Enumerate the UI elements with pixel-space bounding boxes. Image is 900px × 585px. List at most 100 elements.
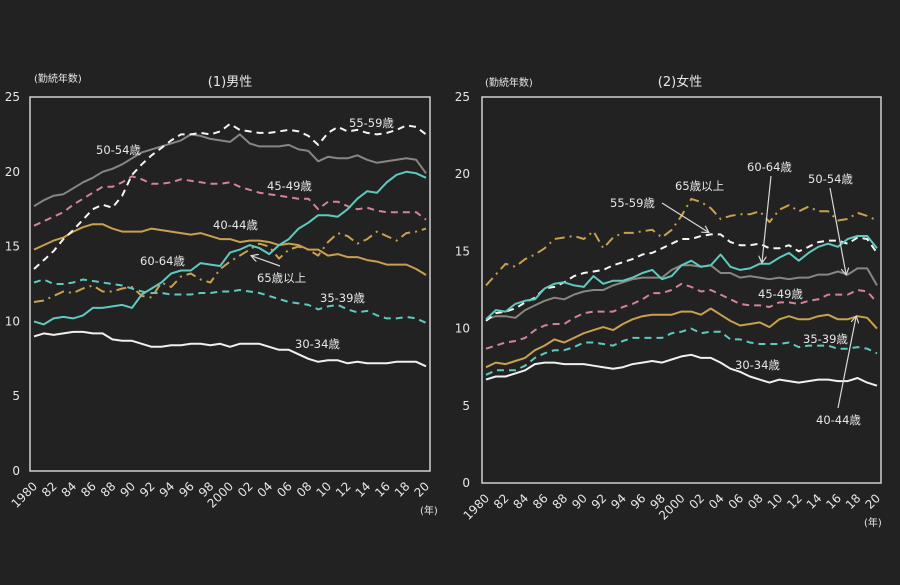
y-tick-label: 15	[5, 240, 20, 254]
x-tick-label: 06	[274, 479, 295, 500]
x-axis-label: (年)	[864, 516, 882, 529]
annotation-60-64: 60-64歳	[747, 160, 792, 174]
series-line-55-59歳	[33, 122, 427, 270]
x-tick-label: 08	[294, 479, 315, 500]
annotation-50-54: 50-54歳	[808, 172, 853, 186]
series-line-60-64歳	[33, 170, 427, 326]
annotation-30-34: 30-34歳	[295, 337, 340, 351]
x-tick-label: 04	[706, 491, 727, 512]
chart-title: (2)女性	[658, 74, 702, 90]
series-line-35-39歳	[485, 327, 878, 376]
x-tick-labels: 1980828486889092949698200002040608101214…	[9, 479, 432, 510]
annotation-arrow	[252, 256, 281, 267]
y-tick-label: 0	[462, 476, 470, 490]
x-tick-label: 90	[569, 491, 590, 512]
annotation-arrow	[829, 187, 846, 274]
series-line-35-39歳	[33, 278, 427, 324]
y-tick-labels: 0 5 10 15 20 25	[5, 90, 20, 478]
x-tick-label: 10	[313, 479, 334, 500]
x-tick-label: 20	[862, 491, 883, 512]
x-tick-label: 02	[686, 491, 707, 512]
y-tick-label: 5	[462, 399, 470, 413]
x-tick-label: 12	[784, 491, 805, 512]
y-tick-label: 15	[455, 244, 470, 258]
x-tick-label: 94	[157, 479, 178, 500]
annotation-arrow	[661, 202, 708, 232]
x-tick-label: 90	[117, 479, 138, 500]
annotation-55-59: 55-59歳	[610, 196, 655, 210]
x-tick-label: 84	[511, 491, 532, 512]
annotation-55-59: 55-59歳	[349, 116, 394, 130]
series-line-55-59歳	[485, 233, 878, 322]
panel-female: (2)女性 (勤続年数) (年) 0 5 10 15 20 25 198082848688…	[455, 74, 883, 529]
x-tick-label: 96	[628, 491, 649, 512]
x-tick-label: 16	[372, 479, 393, 500]
x-tick-labels: 1980828486889092949698200002040608101214…	[461, 491, 883, 522]
annotation-40-44: 40-44歳	[213, 218, 258, 232]
series-line-40-44歳	[33, 223, 427, 276]
y-tick-labels: 0 5 10 15 20 25	[455, 90, 470, 490]
x-tick-label: 86	[530, 491, 551, 512]
x-tick-label: 96	[176, 479, 197, 500]
annotation-50-54: 50-54歳	[96, 143, 141, 157]
y-tick-label: 10	[5, 314, 20, 328]
chart-title: (1)男性	[208, 75, 252, 90]
y-tick-label: 0	[12, 464, 20, 478]
x-tick-label: 92	[589, 491, 610, 512]
x-tick-label: 92	[137, 479, 158, 500]
series-lines	[485, 197, 878, 387]
x-tick-label: 18	[392, 479, 413, 500]
series-line-30-34歳	[485, 353, 878, 387]
x-tick-label: 06	[726, 491, 747, 512]
annotation-35-39: 35-39歳	[320, 291, 365, 305]
series-line-45-49歳	[485, 282, 878, 350]
y-axis-label: (勤続年数)	[34, 72, 82, 85]
annotation-40-44: 40-44歳	[816, 413, 861, 427]
y-tick-label: 10	[455, 322, 470, 336]
x-tick-label: 02	[235, 479, 256, 500]
x-tick-label: 16	[823, 491, 844, 512]
x-tick-label: 86	[78, 479, 99, 500]
series-line-65歳以上	[33, 227, 427, 303]
y-axis-label: (勤続年数)	[485, 76, 533, 89]
x-tick-label: 20	[411, 479, 432, 500]
annotation-45-49: 45-49歳	[758, 287, 803, 301]
x-tick-label: 14	[804, 491, 825, 512]
y-tick-label: 20	[455, 167, 470, 181]
annotations: 65歳以上 55-59歳 60-64歳 50-54歳 45-49歳 35-39歳…	[610, 160, 861, 427]
annotation-65-plus: 65歳以上	[675, 179, 724, 193]
annotation-arrow	[762, 175, 772, 262]
annotation-65-plus: 65歳以上	[257, 271, 306, 285]
annotation-35-39: 35-39歳	[803, 332, 848, 346]
annotation-45-49: 45-49歳	[267, 179, 312, 193]
y-tick-label: 25	[455, 90, 470, 104]
x-tick-label: 88	[98, 479, 119, 500]
series-line-40-44歳	[485, 307, 878, 369]
x-tick-label: 94	[608, 491, 629, 512]
series-line-50-54歳	[33, 133, 427, 208]
x-tick-label: 1980	[461, 491, 492, 522]
y-tick-label: 20	[5, 165, 20, 179]
x-tick-label: 10	[765, 491, 786, 512]
series-line-30-34歳	[33, 330, 427, 368]
panel-male: (1)男性 (勤続年数) (年) 0 5 10 15 20 25 198082848688…	[5, 72, 438, 517]
series-line-60-64歳	[485, 235, 878, 321]
x-tick-label: 88	[550, 491, 571, 512]
plot-frame	[481, 96, 882, 484]
annotation-arrow	[837, 317, 856, 409]
x-tick-label: 12	[333, 479, 354, 500]
x-tick-label: 14	[353, 479, 374, 500]
x-axis-label: (年)	[420, 504, 438, 517]
series-line-45-49歳	[33, 175, 427, 227]
annotations: 50-54歳 55-59歳 45-49歳 40-44歳 60-64歳 65歳以上…	[96, 116, 394, 351]
y-tick-label: 25	[5, 90, 20, 104]
x-tick-label: 84	[59, 479, 80, 500]
x-tick-label: 08	[745, 491, 766, 512]
x-tick-label: 82	[39, 479, 60, 500]
x-tick-label: 1980	[9, 479, 40, 510]
annotation-60-64: 60-64歳	[140, 254, 185, 268]
series-lines	[33, 122, 427, 368]
x-tick-label: 04	[255, 479, 276, 500]
y-tick-label: 5	[12, 389, 20, 403]
